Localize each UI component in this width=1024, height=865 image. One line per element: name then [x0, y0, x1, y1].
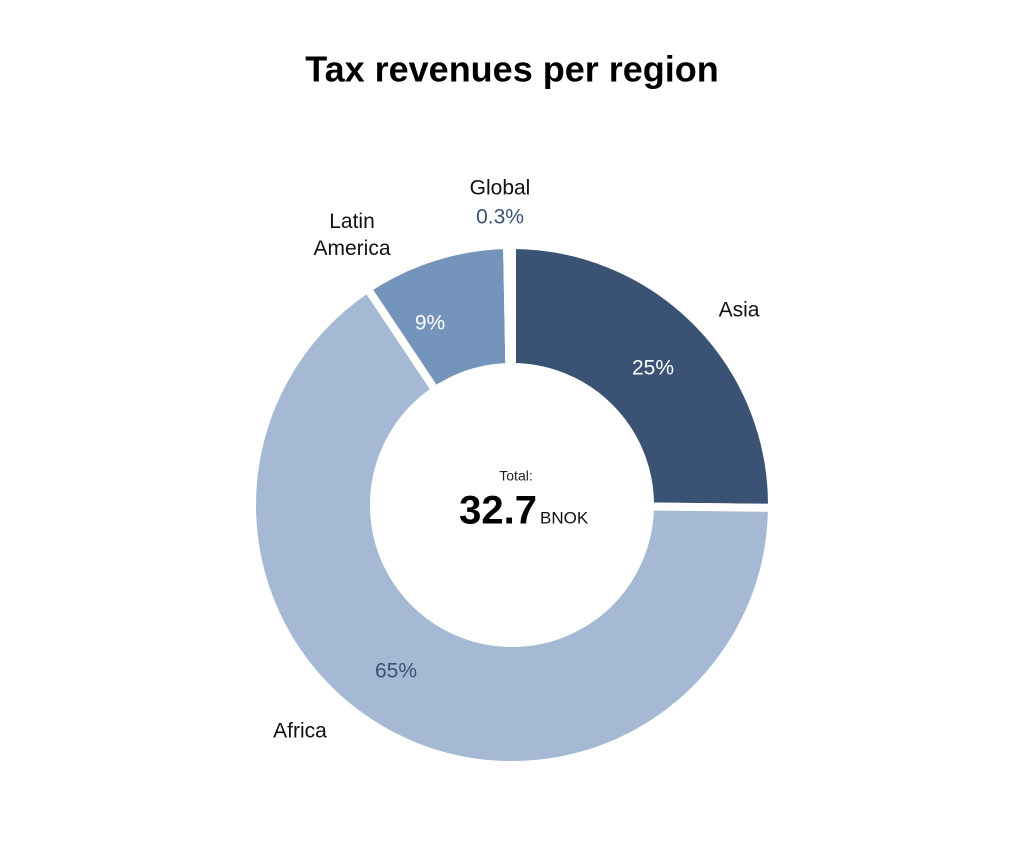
- slice: [248, 283, 777, 769]
- total-unit: BNOK: [540, 508, 589, 527]
- category-label: Global: [469, 176, 531, 200]
- slice: [502, 240, 516, 372]
- value-label: 9%: [415, 312, 445, 335]
- category-label: Africa: [273, 719, 327, 743]
- category-label: Asia: [718, 298, 760, 322]
- value-label: 25%: [632, 357, 674, 380]
- total-label: Total:: [499, 468, 532, 484]
- value-label: 65%: [375, 660, 417, 683]
- chart-title: Tax revenues per region: [305, 49, 719, 90]
- category-label: Latin America: [313, 210, 391, 260]
- total-value: 32.7: [459, 489, 537, 533]
- value-label: 0.3%: [476, 206, 524, 229]
- slice: [508, 240, 776, 512]
